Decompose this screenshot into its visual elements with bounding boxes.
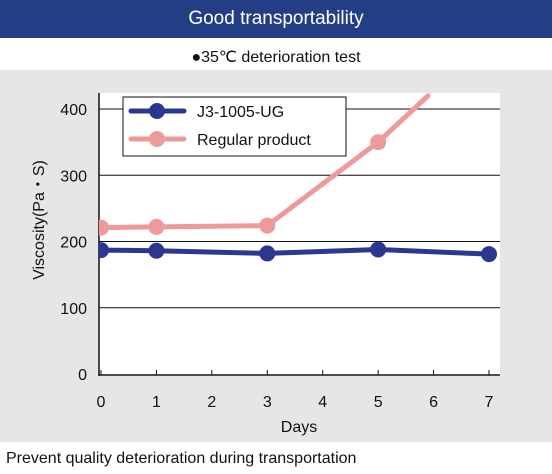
y-tick-label: 300 — [60, 168, 87, 185]
legend-label: Regular product — [197, 132, 311, 149]
data-point — [259, 245, 276, 262]
legend-swatch-marker — [149, 103, 165, 119]
x-tick-label: 2 — [207, 394, 216, 411]
data-point — [148, 242, 165, 259]
x-tick-label: 6 — [429, 394, 438, 411]
series-1 — [99, 93, 431, 236]
data-point — [370, 241, 387, 258]
x-tick-label: 5 — [374, 394, 383, 411]
data-point — [481, 246, 497, 263]
x-tick-label: 4 — [318, 394, 327, 411]
x-axis-label: Days — [281, 419, 317, 436]
legend-swatch-marker — [149, 131, 165, 147]
y-axis-label: Viscosity(Pa・S) — [31, 160, 48, 280]
caption-text: Prevent quality deterioration during tra… — [6, 450, 357, 467]
x-tick-label: 3 — [263, 394, 272, 411]
chart-subtitle: ●35℃ deterioration test — [191, 49, 361, 66]
data-point — [148, 218, 165, 235]
chart-legend: J3-1005-UG Regular product — [122, 96, 347, 157]
series-0 — [99, 241, 497, 263]
header-title: Good transportability — [0, 0, 552, 38]
x-tick-label: 1 — [152, 394, 161, 411]
data-point — [99, 242, 109, 259]
x-tick-label: 0 — [97, 394, 106, 411]
legend-label: J3-1005-UG — [197, 104, 284, 121]
y-tick-label: 0 — [78, 367, 87, 384]
data-point — [370, 134, 387, 151]
data-point — [99, 219, 109, 236]
x-tick-label: 7 — [485, 394, 494, 411]
y-tick-label: 100 — [60, 301, 87, 318]
y-tick-label: 200 — [60, 235, 87, 252]
data-series — [99, 93, 497, 263]
data-point — [259, 217, 276, 234]
y-tick-label: 400 — [60, 102, 87, 119]
viscosity-chart: 0 100 200 300 400 0 1 2 3 4 5 6 7 J3-1005-UG Regular … — [0, 70, 552, 442]
